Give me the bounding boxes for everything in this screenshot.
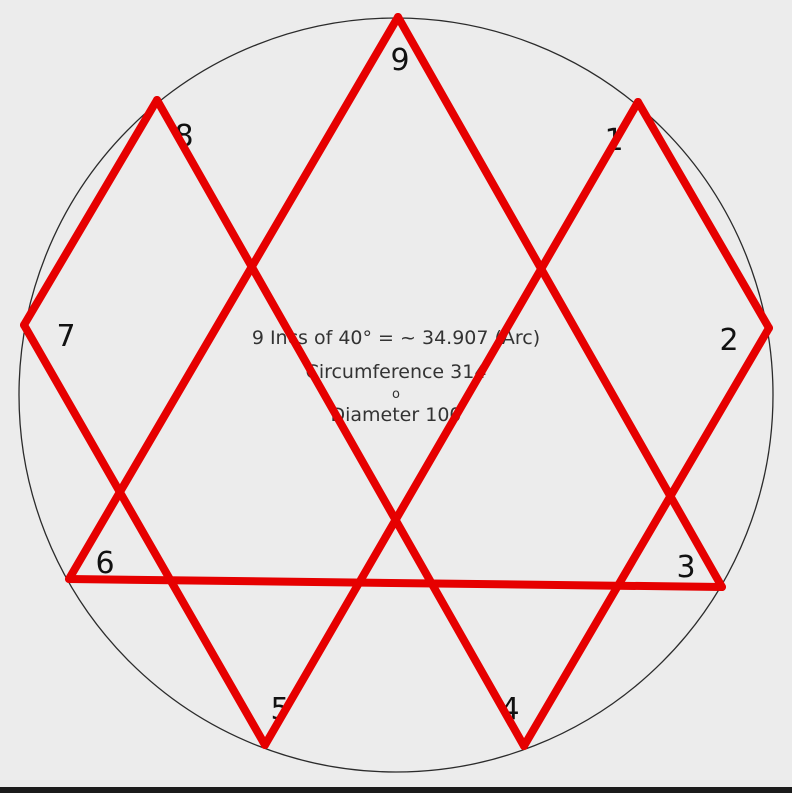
- line-1-5: [261, 98, 642, 749]
- center-line-diameter: Diameter 100: [330, 404, 461, 426]
- point-label-2: 2: [719, 323, 738, 358]
- line-2-4: [520, 324, 773, 750]
- point-label-3: 3: [676, 550, 695, 585]
- line-9-3: [394, 13, 726, 591]
- line-7-5: [20, 321, 269, 749]
- point-labels: 9 1 2 3 4 5 6 7 8: [56, 43, 738, 727]
- line-6-3: [65, 575, 726, 591]
- point-label-9: 9: [390, 43, 409, 78]
- point-label-6: 6: [95, 546, 114, 581]
- center-separator: o: [392, 387, 400, 402]
- point-label-7: 7: [56, 319, 75, 354]
- bottom-edge-bar: [0, 787, 792, 793]
- line-1-2: [634, 98, 773, 332]
- line-8-4: [153, 96, 528, 750]
- line-9-6: [65, 13, 402, 583]
- line-8-7: [20, 96, 161, 329]
- red-line-figure: [20, 13, 773, 750]
- center-line-circumference: Circumference 314: [306, 361, 487, 383]
- center-text-block: 9 Incs of 40° = ~ 34.907 (Arc) Circumfer…: [252, 327, 540, 426]
- center-line-arc: 9 Incs of 40° = ~ 34.907 (Arc): [252, 327, 540, 349]
